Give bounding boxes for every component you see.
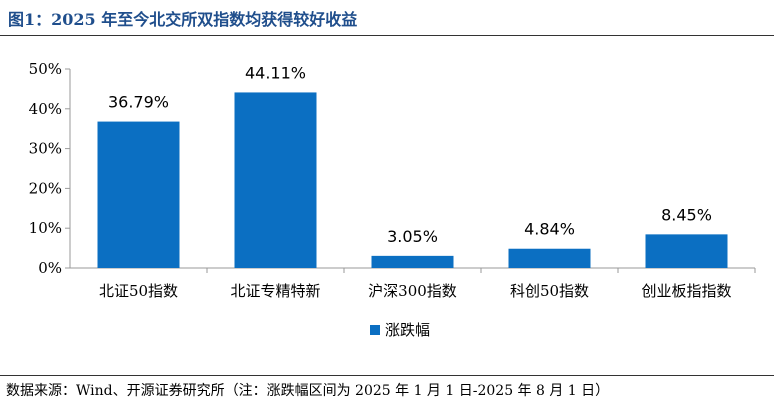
data-label: 8.45% (661, 205, 712, 224)
data-labels: 36.79% 44.11% 3.05% 4.84% 8.45% (108, 63, 712, 245)
y-axis-ticks: 0% 10% 20% 30% 40% 50% (29, 60, 70, 277)
category-label: 创业板指指数 (641, 282, 731, 300)
category-label: 北证50指数 (99, 282, 178, 300)
source-note: 数据来源：Wind、开源证券研究所（注：涨跌幅区间为 2025 年 1 月 1 … (6, 383, 610, 399)
footer-rule (0, 375, 774, 376)
y-tick-label: 0% (38, 259, 62, 277)
y-tick-label: 50% (29, 60, 62, 78)
legend-swatch (370, 325, 380, 335)
bar (97, 121, 180, 268)
legend: 涨跌幅 (370, 321, 430, 339)
y-tick-label: 20% (29, 179, 62, 197)
bars (97, 92, 728, 268)
category-label: 沪深300指数 (368, 282, 457, 300)
y-tick-label: 40% (29, 100, 62, 118)
legend-label: 涨跌幅 (385, 321, 430, 339)
data-label: 4.84% (524, 220, 575, 239)
category-label: 北证专精特新 (230, 282, 320, 300)
category-labels: 北证50指数 北证专精特新 沪深300指数 科创50指数 创业板指指数 (99, 268, 756, 300)
y-tick-label: 10% (29, 219, 62, 237)
figure-title: 图1：2025 年至今北交所双指数均获得较好收益 (8, 10, 358, 29)
bar (234, 92, 317, 268)
data-label: 44.11% (245, 63, 306, 82)
y-tick-label: 30% (29, 140, 62, 158)
title-rule (0, 35, 774, 36)
data-label: 36.79% (108, 93, 169, 112)
category-label: 科创50指数 (510, 282, 589, 300)
bar (645, 234, 728, 268)
bar-chart: 0% 10% 20% 30% 40% 50% 36.79% 44.11% 3.05% 4.84%… (29, 60, 756, 339)
data-label: 3.05% (387, 227, 438, 246)
bar (508, 248, 591, 268)
bar (371, 255, 454, 268)
